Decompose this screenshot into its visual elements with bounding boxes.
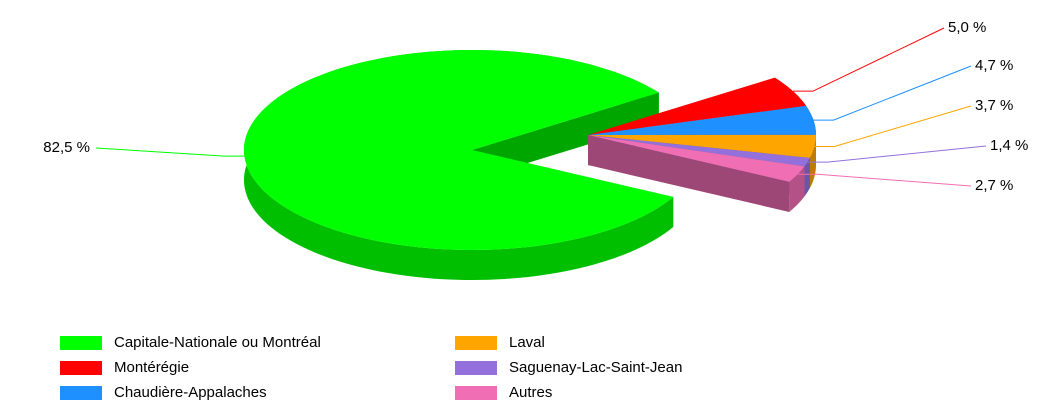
leader-line (797, 173, 972, 187)
legend-label: Autres (509, 384, 552, 401)
legend-swatch (60, 336, 102, 350)
leader-line (95, 147, 245, 157)
slice-shade (472, 92, 659, 180)
leader-line (807, 145, 987, 163)
data-label: 2,7 % (975, 177, 1013, 194)
legend-swatch (455, 361, 497, 375)
data-label: 3,7 % (975, 97, 1013, 114)
data-label: 1,4 % (990, 137, 1028, 154)
slice (588, 77, 806, 135)
legend-swatch (60, 386, 102, 400)
slice (588, 135, 810, 167)
leader-line (792, 27, 945, 92)
slice (588, 105, 816, 135)
slice (588, 135, 805, 182)
slice-cut (588, 135, 790, 212)
slice-side (789, 166, 805, 212)
legend-label: Montérégie (114, 359, 189, 376)
legend-label: Capitale-Nationale ou Montréal (114, 334, 321, 351)
slice-shade (789, 166, 805, 212)
legend-swatch (455, 386, 497, 400)
slice (588, 134, 816, 158)
slice-cut (472, 92, 659, 180)
legend-label: Chaudière-Appalaches (114, 384, 267, 401)
legend-swatch (60, 361, 102, 375)
slice-shade (588, 135, 790, 212)
slice (244, 50, 674, 250)
legend-label: Saguenay-Lac-Saint-Jean (509, 359, 682, 376)
data-label: 82,5 % (43, 139, 90, 156)
legend-swatch (455, 336, 497, 350)
data-label: 5,0 % (948, 19, 986, 36)
slice-shade (804, 157, 810, 197)
leader-line (814, 105, 972, 147)
data-label: 4,7 % (975, 57, 1013, 74)
leader-line (813, 65, 972, 121)
slice-side (804, 157, 810, 197)
legend-label: Laval (509, 334, 545, 351)
